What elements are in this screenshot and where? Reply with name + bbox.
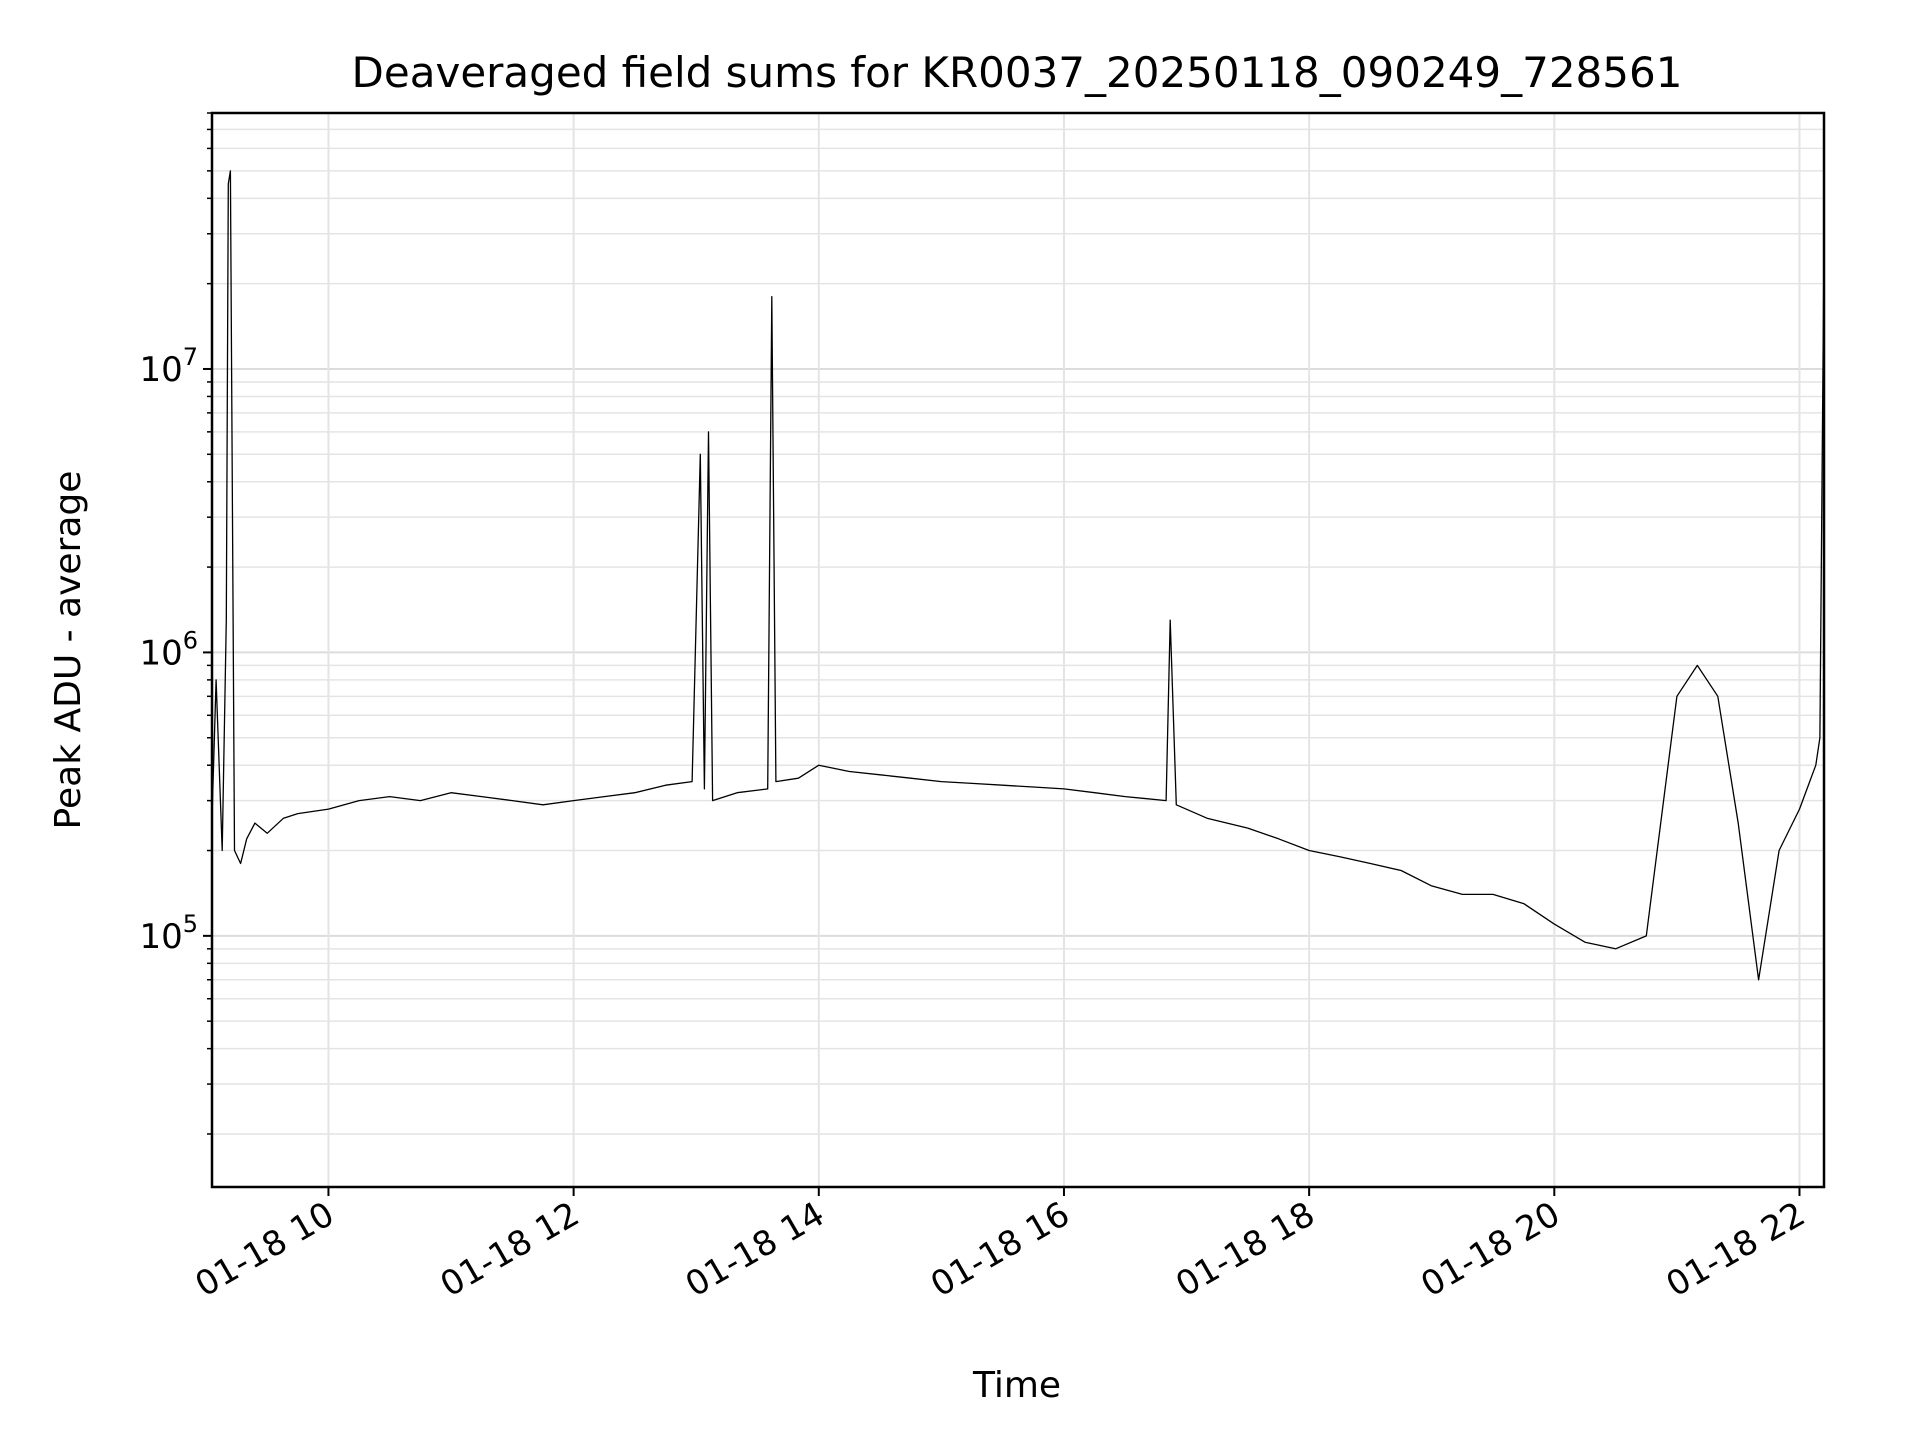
chart-title: Deaveraged field sums for KR0037_2025011… [352,48,1683,97]
x-axis-label: Time [972,1365,1061,1406]
y-tick-label: 106 [139,626,198,673]
plot-frame [210,111,1826,1189]
series-layer [211,170,1825,981]
series-line [211,170,1825,981]
y-axis-label: Peak ADU - average [48,471,89,830]
y-tick-label: 107 [139,343,198,390]
grid-layer [212,112,1824,1187]
y-tick-label: 105 [139,910,198,957]
